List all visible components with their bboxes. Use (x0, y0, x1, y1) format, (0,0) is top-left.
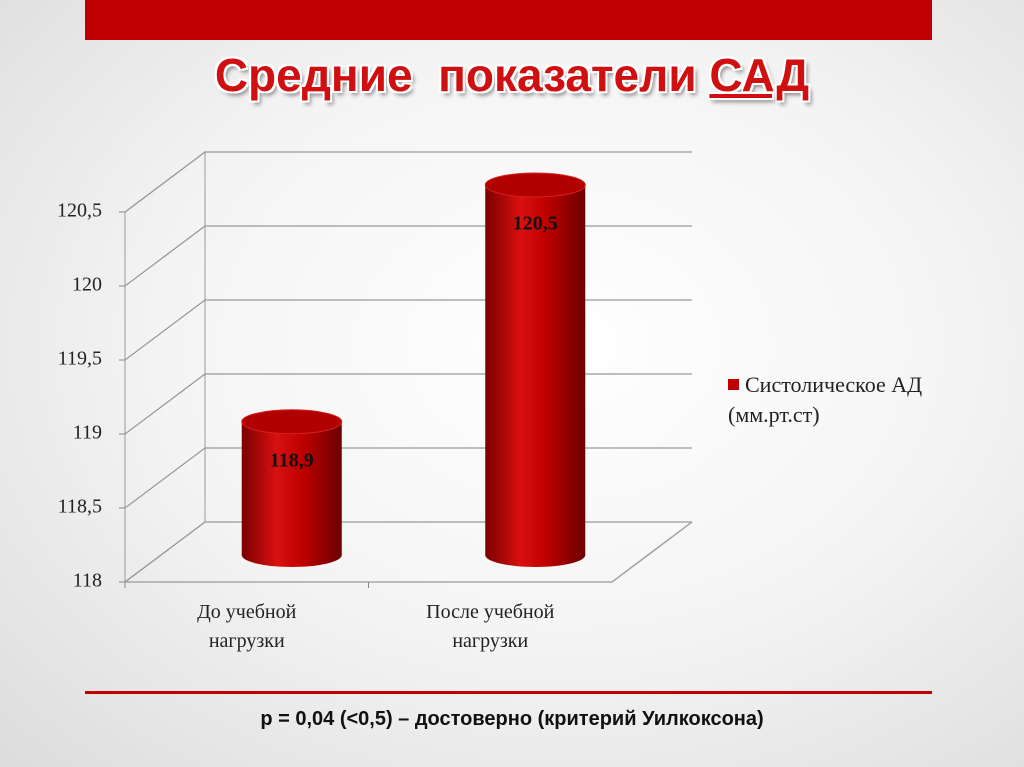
x-tick-label: До учебной нагрузки (197, 601, 297, 652)
grid-line (124, 151, 692, 213)
title: Средние показатели САД (0, 48, 1024, 102)
top-bar (85, 0, 932, 40)
bar-top (484, 172, 586, 198)
footnote: p = 0,04 (<0,5) – достоверно (критерий У… (260, 708, 764, 730)
x-tick-label: После учебной нагрузки (426, 601, 555, 652)
y-tick-label: 120 (72, 274, 102, 296)
title-text: Средние показатели (214, 49, 697, 101)
data-label: 120,5 (513, 213, 558, 235)
bar-body (485, 185, 586, 555)
grid-line (124, 373, 692, 435)
legend-swatch (728, 379, 739, 390)
y-tick-label: 119 (73, 422, 102, 444)
bar (241, 409, 343, 567)
bar-bottom (241, 543, 342, 567)
bar-top (241, 409, 343, 435)
floor (125, 521, 693, 583)
bar-body (241, 421, 342, 555)
grid-line (124, 299, 692, 361)
title-underlined: САД (709, 49, 810, 101)
y-tick-label: 119,5 (58, 348, 102, 370)
y-tick-label: 120,5 (57, 200, 102, 222)
legend-label: Систолическое АД (мм.рт.ст) (728, 372, 923, 427)
grid-line (124, 225, 692, 287)
bar-bottom (485, 543, 586, 567)
footer-line (85, 691, 932, 694)
data-label: 118,9 (270, 449, 314, 471)
bar (484, 172, 586, 567)
y-tick-label: 118,5 (58, 496, 102, 518)
y-tick-label: 118 (73, 570, 102, 592)
grid-line (124, 447, 692, 509)
legend: Систолическое АД (мм.рт.ст) (728, 370, 998, 430)
grid-line (124, 521, 692, 583)
back-wall (124, 151, 206, 583)
